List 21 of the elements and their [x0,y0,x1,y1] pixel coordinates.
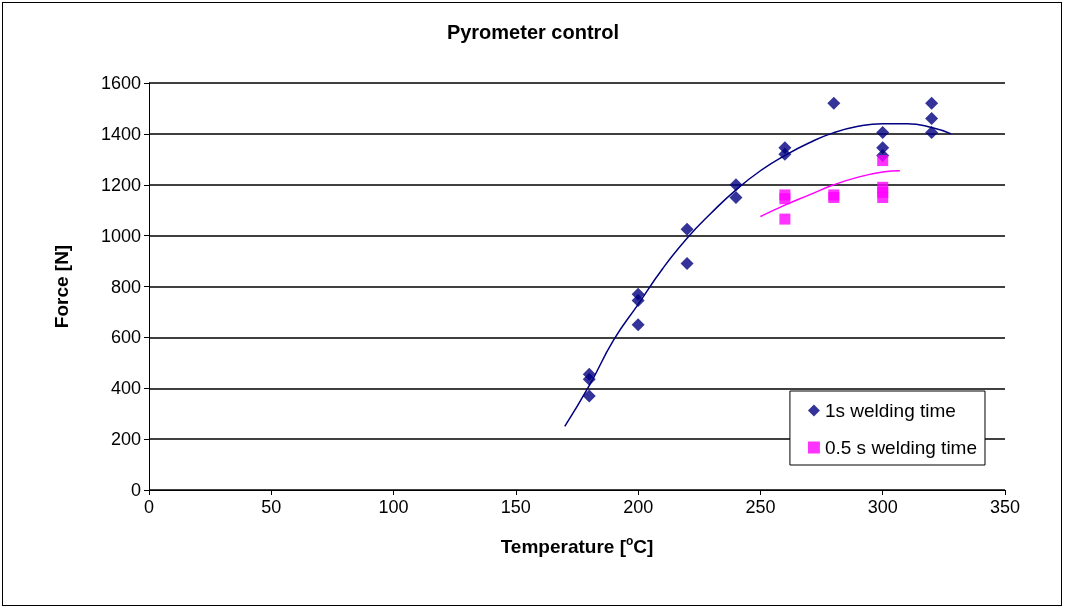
y-tick-label: 1000 [100,225,141,246]
x-tick-label: 150 [500,497,531,517]
x-tick-label: 250 [745,497,776,517]
x-tick-label: 50 [261,497,282,517]
y-tick-label: 0 [130,480,141,500]
legend-label: 1s welding time [824,400,956,421]
y-axis-title: Force [N] [51,244,72,329]
y-tick-label: 1600 [100,73,141,93]
y-tick-label: 600 [110,327,141,348]
x-tick-label: 300 [867,497,898,517]
legend-label: 0.5 s welding time [824,437,977,458]
x-tick-label: 0 [143,497,155,517]
x-tick-label: 350 [989,497,1021,517]
y-tick-label: 1200 [100,174,141,195]
y-tick-label: 1400 [100,123,141,144]
y-tick-label: 200 [110,429,141,450]
y-tick-label: 400 [110,378,141,399]
chart-title: Pyrometer control [446,21,620,43]
y-tick-label: 800 [110,276,141,297]
x-tick-label: 100 [378,497,409,517]
x-tick-label: 200 [623,497,654,517]
